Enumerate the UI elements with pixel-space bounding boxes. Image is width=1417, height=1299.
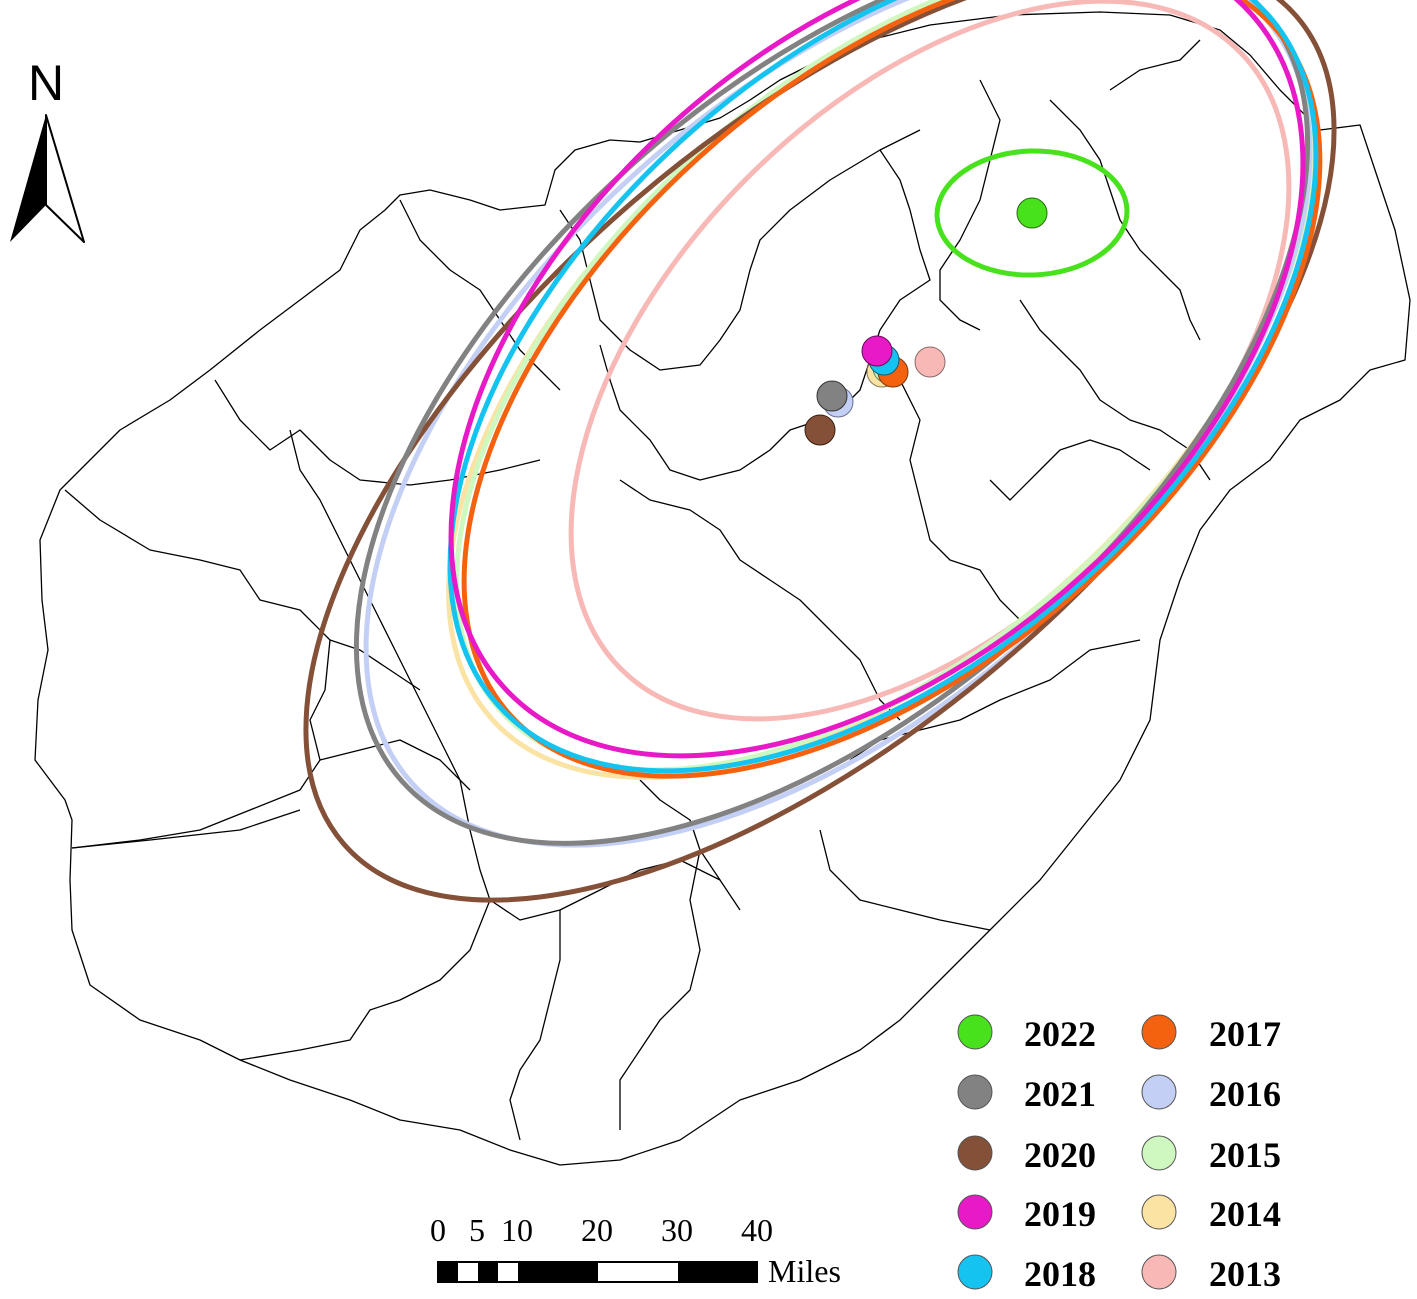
legend-swatch [1141,1194,1177,1230]
legend-swatch [957,1254,993,1290]
legend-swatch [957,1074,993,1110]
legend-swatch [957,1135,993,1171]
mean-centers [804,197,1048,446]
legend-label: 2021 [1024,1074,1096,1114]
mean-center-2019 [861,335,893,367]
legend-swatch [957,1194,993,1230]
ellipse-2019 [448,0,1306,759]
mean-center-2022 [1016,197,1048,229]
scale-tick-0: 0 [430,1212,446,1248]
legend-label: 2015 [1209,1135,1281,1175]
scale-tick-10: 10 [501,1212,533,1248]
ellipse-2015 [454,0,1316,773]
scale-tick-20: 20 [581,1212,613,1248]
scale-tick-40: 40 [741,1212,773,1248]
legend-label: 2013 [1209,1254,1281,1294]
legend-swatch [1141,1074,1177,1110]
legend-label: 2020 [1024,1135,1096,1175]
mean-center-2020 [804,414,836,446]
legend-label: 2014 [1209,1194,1281,1234]
legend-item-2022: 2022 [957,1014,1096,1054]
legend-swatch [1141,1014,1177,1050]
scale-unit: Miles [768,1253,841,1289]
legend-label: 2017 [1209,1014,1281,1054]
legend-item-2020: 2020 [957,1135,1096,1175]
scale-tick-30: 30 [661,1212,693,1248]
mean-center-2013 [914,346,946,378]
mean-center-2021 [816,380,848,412]
ellipse-2021 [353,0,1311,846]
legend-item-2019: 2019 [957,1194,1096,1234]
legend-swatch [957,1014,993,1050]
legend-item-2014: 2014 [1141,1194,1281,1234]
outer-boundary [34,11,1411,1166]
ellipse-2022 [934,148,1130,278]
north-arrow-label: N [28,55,64,111]
legend-label: 2022 [1024,1014,1096,1054]
ellipse-2016 [363,0,1313,848]
ellipse-layer [303,0,1337,903]
legend-item-2017: 2017 [1141,1014,1281,1054]
north-arrow: N [10,55,85,243]
legend-item-2015: 2015 [1141,1135,1281,1175]
scale-bar: 0 5 10 20 30 40 Miles [430,1212,841,1289]
scale-tick-5: 5 [469,1212,485,1248]
legend-swatch [1141,1254,1177,1290]
legend-item-2021: 2021 [957,1074,1096,1114]
legend-item-2018: 2018 [957,1254,1096,1294]
legend-label: 2018 [1024,1254,1096,1294]
ellipse-2020 [303,0,1337,903]
region-boundaries [34,11,1411,1166]
legend-swatch [1141,1135,1177,1171]
legend-label: 2019 [1024,1194,1096,1234]
north-arrow-icon [10,115,46,242]
legend: 2022 2021 2020 2019 2018 2017 2016 2015 [957,1014,1281,1294]
legend-item-2013: 2013 [1141,1254,1281,1294]
ellipse-2017 [461,0,1323,779]
legend-item-2016: 2016 [1141,1074,1281,1114]
ellipse-2018 [447,0,1319,774]
legend-label: 2016 [1209,1074,1281,1114]
